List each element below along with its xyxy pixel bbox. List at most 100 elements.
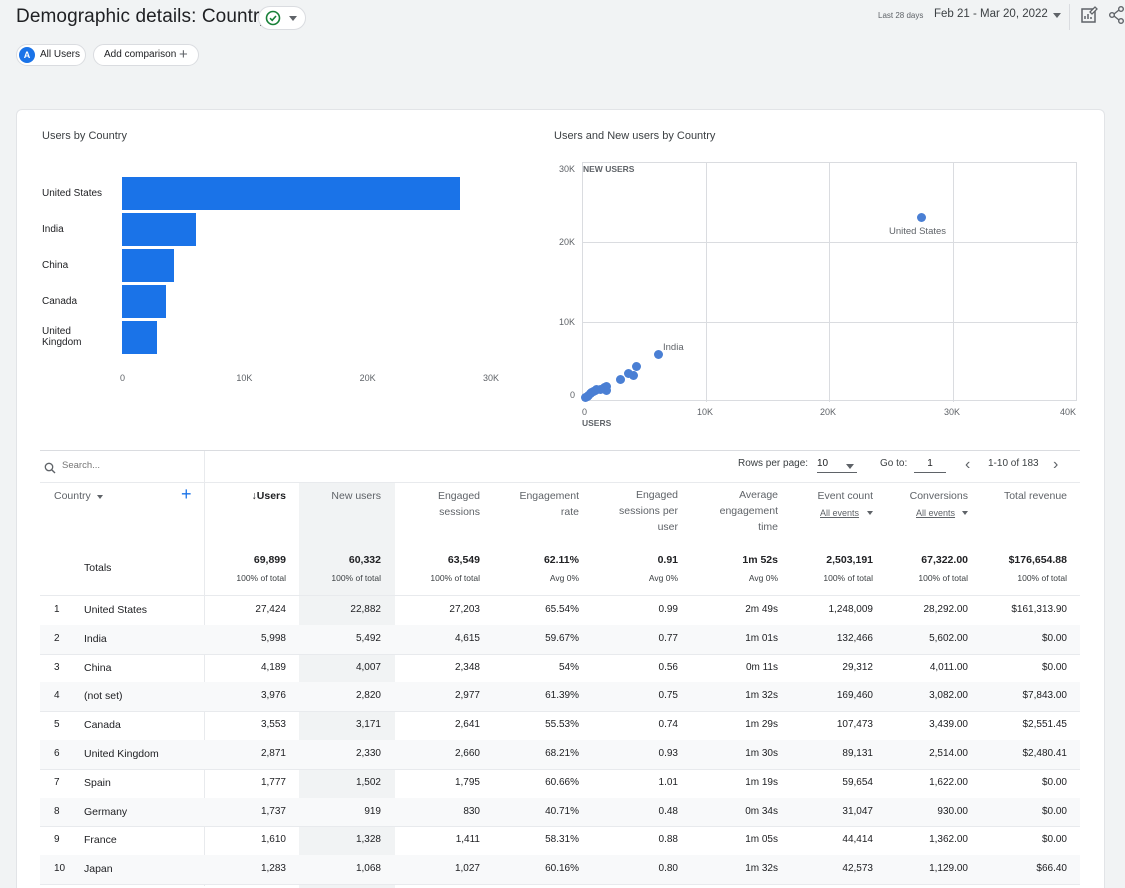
- metric-cell: 1m 01s: [745, 632, 778, 644]
- goto-page-input[interactable]: 1: [914, 458, 946, 473]
- metric-cell: 1,027: [454, 863, 480, 875]
- date-range-picker[interactable]: Feb 21 - Mar 20, 2022: [934, 8, 1048, 20]
- metric-cell: 0.80: [658, 863, 678, 875]
- customize-report-icon[interactable]: [1080, 6, 1098, 29]
- metric-cell: 2m 49s: [745, 604, 778, 615]
- metric-cell: 0.99: [658, 604, 678, 615]
- table-row[interactable]: [40, 855, 1080, 885]
- x-tick-label: 0: [120, 373, 126, 383]
- table-row[interactable]: [40, 682, 1080, 712]
- scatter-point[interactable]: [615, 375, 625, 385]
- scatter-point[interactable]: [629, 371, 639, 381]
- grid-line: [583, 322, 1078, 323]
- metric-cell: 1m 30s: [745, 748, 778, 759]
- scatter-point[interactable]: [624, 368, 634, 378]
- metric-cell: 0.93: [658, 748, 678, 759]
- metric-cell: 59,654: [842, 776, 873, 788]
- col-header-engaged-sessions[interactable]: Engaged sessions: [400, 488, 480, 520]
- metric-cell: 2,871: [260, 748, 286, 759]
- country-cell[interactable]: France: [84, 834, 117, 847]
- add-comparison-button[interactable]: Add comparison +: [93, 44, 199, 66]
- chevron-down-icon: [289, 16, 297, 21]
- metric-cell: 3,082.00: [929, 690, 968, 702]
- metric-cell: $0.00: [1041, 834, 1067, 846]
- metric-cell: 0m 11s: [745, 661, 778, 673]
- col-header-engaged-sessions-per-user[interactable]: Engaged sessions per user: [598, 487, 678, 535]
- scatter-point[interactable]: [654, 350, 664, 360]
- table-row[interactable]: [40, 624, 1080, 654]
- country-cell[interactable]: China: [84, 661, 112, 674]
- total-subtext: 100% of total: [823, 573, 873, 583]
- metric-cell: 919: [364, 805, 381, 817]
- metric-cell: 107,473: [836, 719, 873, 731]
- metric-cell: 3,976: [260, 690, 286, 702]
- metric-cell: 132,466: [836, 632, 873, 644]
- country-cell[interactable]: Canada: [84, 719, 121, 732]
- country-cell[interactable]: Spain: [84, 776, 111, 789]
- all-users-chip[interactable]: A All Users: [16, 44, 86, 66]
- metric-cell: 0.75: [658, 690, 678, 702]
- all-users-label: All Users: [40, 49, 81, 60]
- country-cell[interactable]: India: [84, 632, 107, 645]
- page-range: 1-10 of 183: [988, 458, 1039, 469]
- chevron-down-icon[interactable]: [1053, 13, 1061, 18]
- metric-cell: $7,843.00: [1022, 690, 1068, 702]
- search-input[interactable]: [62, 460, 192, 471]
- conversions-filter[interactable]: All events: [916, 508, 956, 518]
- previous-page-icon[interactable]: ‹: [965, 456, 971, 473]
- scatter-point[interactable]: [592, 384, 602, 394]
- metric-cell: $0.00: [1041, 805, 1067, 817]
- header-line-2: engagement: [719, 505, 778, 517]
- search-icon: [44, 461, 56, 479]
- country-cell[interactable]: (not set): [84, 690, 123, 703]
- col-header-country[interactable]: Country: [54, 488, 91, 504]
- scatter-point[interactable]: [631, 361, 641, 371]
- chevron-down-icon[interactable]: [97, 495, 103, 499]
- bar[interactable]: [122, 177, 461, 210]
- bar[interactable]: [122, 321, 158, 354]
- bar[interactable]: [122, 213, 196, 246]
- metric-cell: 1,283: [260, 863, 286, 875]
- metric-cell: $161,313.90: [1011, 604, 1067, 615]
- add-dimension-plus-icon[interactable]: +: [181, 484, 192, 504]
- row-index: 5: [54, 719, 60, 731]
- scatter-point[interactable]: [917, 213, 927, 223]
- col-header-users[interactable]: ↓Users: [251, 490, 286, 502]
- metric-cell: 59.67%: [545, 632, 579, 644]
- total-subtext: 100% of total: [236, 573, 286, 583]
- col-header-new-users[interactable]: New users: [331, 490, 381, 502]
- metric-cell: 4,615: [454, 632, 480, 644]
- event-count-filter[interactable]: All events: [820, 508, 860, 518]
- plus-icon: +: [179, 46, 188, 63]
- chevron-down-icon[interactable]: [962, 511, 968, 515]
- chevron-down-icon[interactable]: [867, 511, 873, 515]
- rows-per-page-select[interactable]: 10: [817, 458, 857, 473]
- metric-cell: 169,460: [836, 690, 873, 702]
- bar[interactable]: [122, 285, 166, 318]
- country-cell[interactable]: United States: [84, 604, 148, 616]
- col-header-average-engagement-time[interactable]: Average engagement time: [698, 487, 778, 535]
- col-header-engagement-rate[interactable]: Engagement rate: [495, 488, 579, 520]
- bar[interactable]: [122, 249, 174, 282]
- add-comparison-label: Add comparison: [104, 49, 177, 60]
- metric-cell: 2,330: [355, 748, 381, 759]
- metric-cell: 65.54%: [545, 604, 579, 615]
- country-cell[interactable]: Germany: [84, 805, 128, 818]
- metric-cell: 1,795: [454, 776, 480, 788]
- bar-category-label: United Kingdom: [42, 326, 82, 348]
- next-page-icon[interactable]: ›: [1053, 456, 1059, 473]
- table-row[interactable]: [40, 797, 1080, 827]
- x-tick-label: 20K: [359, 373, 376, 383]
- col-header-total-revenue[interactable]: Total revenue: [1003, 490, 1067, 502]
- share-icon[interactable]: [1109, 6, 1125, 29]
- country-cell[interactable]: Japan: [84, 863, 113, 876]
- col-header-conversions[interactable]: Conversions: [909, 490, 968, 502]
- row-divider: [40, 653, 1080, 655]
- metric-cell: 68.21%: [545, 748, 579, 759]
- point-label-india: India: [663, 342, 684, 353]
- country-cell[interactable]: United Kingdom: [84, 748, 159, 760]
- col-header-event-count[interactable]: Event count: [817, 490, 873, 502]
- table-row[interactable]: [40, 740, 1080, 769]
- row-index: 6: [54, 748, 60, 759]
- status-dropdown[interactable]: [258, 6, 306, 30]
